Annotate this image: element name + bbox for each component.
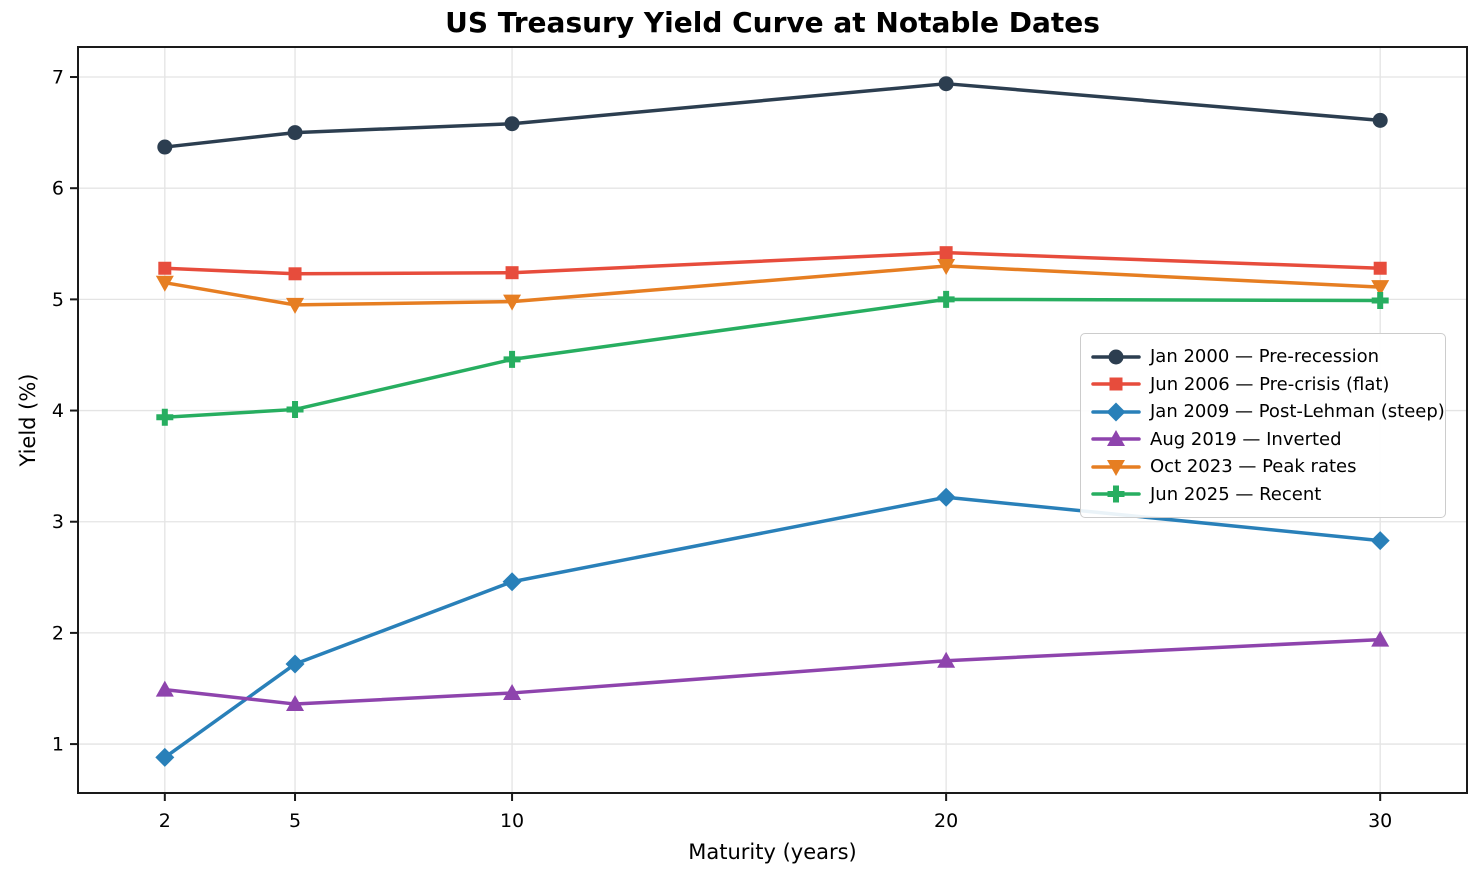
series-marker <box>503 350 521 368</box>
x-tick-label: 10 <box>500 810 524 832</box>
legend-label: Jan 2009 — Post-Lehman (steep) <box>1150 401 1445 423</box>
series-marker <box>939 246 953 260</box>
series-2 <box>155 487 1390 767</box>
series-line <box>163 81 1382 149</box>
y-tick-label: 3 <box>52 511 64 533</box>
series-marker <box>502 572 522 592</box>
series-line <box>163 250 1382 276</box>
series-marker <box>937 651 956 668</box>
x-tick-label: 2 <box>159 810 171 832</box>
y-tick-label: 5 <box>52 289 64 311</box>
chart-title: US Treasury Yield Curve at Notable Dates <box>445 6 1100 39</box>
series-marker <box>503 683 522 700</box>
legend-marker-sample <box>1108 349 1124 365</box>
legend-item: Jan 2000 — Pre-recession <box>1091 343 1435 371</box>
legend-marker-sample <box>1109 377 1123 391</box>
legend-marker-sample <box>1106 402 1126 422</box>
series-marker <box>937 290 955 308</box>
y-axis-label: Yield (%) <box>16 373 40 467</box>
series-marker <box>287 125 303 141</box>
legend-item: Jun 2006 — Pre-crisis (flat) <box>1091 371 1435 399</box>
x-tick-label: 5 <box>289 810 301 832</box>
legend-label: Jun 2025 — Recent <box>1150 483 1322 505</box>
x-axis-label: Maturity (years) <box>688 840 857 864</box>
series-marker <box>1370 531 1390 551</box>
legend-swatch-triangle-down-icon <box>1091 459 1141 476</box>
legend-marker-sample <box>1107 459 1125 476</box>
series-marker <box>157 139 173 155</box>
series-marker <box>158 261 172 275</box>
series-marker <box>1371 291 1389 309</box>
series-marker <box>937 259 956 276</box>
series-marker <box>936 487 956 507</box>
series-marker <box>155 747 175 767</box>
y-tick-label: 7 <box>52 67 64 89</box>
series-marker <box>505 266 519 280</box>
legend-swatch-square-icon <box>1091 377 1141 391</box>
legend-marker-sample <box>1107 485 1125 503</box>
series-marker <box>1371 280 1390 297</box>
legend-swatch-plus-icon <box>1091 485 1141 503</box>
series-marker <box>155 275 174 292</box>
series-line <box>163 637 1382 706</box>
series-4 <box>155 259 1390 314</box>
legend-label: Jan 2000 — Pre-recession <box>1150 346 1380 368</box>
series-marker <box>286 400 304 418</box>
legend-swatch-circle-icon <box>1091 349 1141 365</box>
legend-item: Jun 2025 — Recent <box>1091 481 1435 509</box>
axes-frame <box>77 46 1468 794</box>
series-line <box>163 495 1382 760</box>
series-marker <box>938 76 954 92</box>
series-marker <box>156 408 174 426</box>
series-marker <box>288 267 302 281</box>
series-marker <box>1372 112 1388 128</box>
y-tick-label: 1 <box>52 734 64 756</box>
series-marker <box>286 695 305 712</box>
legend-label: Oct 2023 — Peak rates <box>1150 456 1357 478</box>
x-tick-label: 30 <box>1368 810 1392 832</box>
y-tick-label: 6 <box>52 178 64 200</box>
series-marker <box>285 654 305 674</box>
series-marker <box>286 297 305 314</box>
series-3 <box>155 630 1390 712</box>
legend-marker-sample <box>1107 430 1125 447</box>
legend-swatch-triangle-up-icon <box>1091 430 1141 447</box>
legend-label: Aug 2019 — Inverted <box>1150 428 1342 450</box>
legend-label: Jun 2006 — Pre-crisis (flat) <box>1150 373 1390 395</box>
series-marker <box>1373 261 1387 275</box>
series-5 <box>156 290 1389 426</box>
series-marker <box>155 680 174 697</box>
series-marker <box>503 294 522 311</box>
x-tick-label: 20 <box>934 810 958 832</box>
series-marker <box>504 116 520 132</box>
legend-item: Oct 2023 — Peak rates <box>1091 453 1435 481</box>
legend-item: Jan 2009 — Post-Lehman (steep) <box>1091 398 1445 426</box>
legend: Jan 2000 — Pre-recession Jun 2006 — Pre-c… <box>1080 333 1446 518</box>
y-tick-label: 4 <box>52 400 64 422</box>
series-marker <box>1371 630 1390 647</box>
y-tick-label: 2 <box>52 622 64 644</box>
legend-swatch-diamond-icon <box>1091 402 1141 422</box>
series-1 <box>158 246 1387 281</box>
series-0 <box>157 76 1388 155</box>
legend-item: Aug 2019 — Inverted <box>1091 426 1435 454</box>
